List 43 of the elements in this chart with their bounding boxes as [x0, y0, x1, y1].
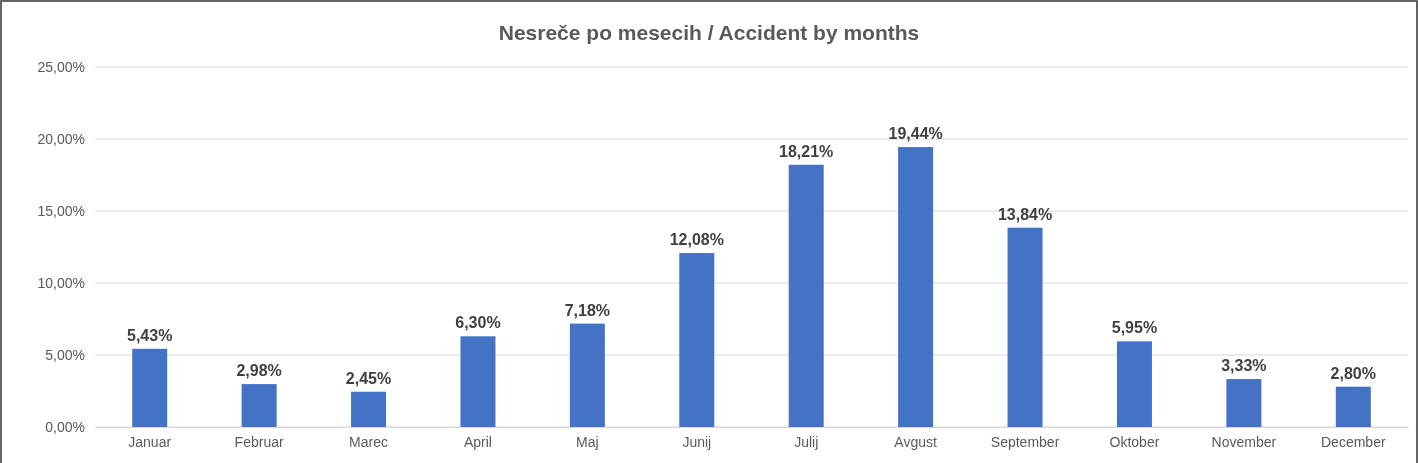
x-tick-label: Marec [349, 433, 388, 450]
bar [241, 384, 277, 427]
y-tick-label: 20,00% [37, 130, 85, 147]
data-label: 5,95% [1111, 319, 1158, 337]
x-tick-label: Februar [234, 433, 284, 450]
x-tick-label: Avgust [894, 433, 938, 450]
x-tick-label: September [990, 433, 1060, 450]
data-label: 2,98% [236, 362, 282, 380]
x-tick-label: Januar [128, 433, 172, 450]
data-label: 12,08% [669, 231, 724, 249]
data-label: 13,84% [997, 205, 1053, 223]
x-tick-label: Julij [794, 433, 819, 450]
data-label: 6,30% [455, 314, 501, 332]
data-label: 7,18% [564, 301, 611, 319]
x-tick-label: April [463, 433, 492, 450]
y-tick-label: 25,00% [37, 58, 85, 75]
bar [788, 164, 824, 427]
y-tick-label: 10,00% [37, 274, 85, 291]
x-tick-label: Oktober [1109, 433, 1160, 450]
x-tick-label: November [1211, 433, 1277, 450]
data-label: 2,80% [1330, 364, 1376, 382]
bar [679, 253, 715, 427]
bar [1007, 227, 1043, 427]
data-label: 5,43% [127, 326, 173, 344]
x-tick-label: December [1320, 433, 1386, 450]
data-label: 3,33% [1221, 357, 1267, 375]
data-label: 2,45% [345, 369, 392, 387]
chart-title: Nesreče po mesecih / Accident by months [498, 21, 920, 44]
x-tick-label: Junij [682, 433, 712, 450]
y-tick-label: 15,00% [37, 202, 85, 219]
bar [898, 147, 934, 427]
bar [351, 391, 387, 427]
bar [1226, 379, 1262, 427]
x-tick-label: Maj [576, 433, 599, 450]
bar [1335, 386, 1371, 427]
bar [1116, 341, 1152, 427]
data-label: 19,44% [888, 125, 943, 143]
y-tick-label: 0,00% [45, 418, 85, 435]
y-tick-label: 5,00% [45, 346, 85, 363]
bar [460, 336, 496, 427]
bar [132, 348, 168, 427]
bar [569, 323, 605, 427]
data-label: 18,21% [779, 142, 834, 160]
